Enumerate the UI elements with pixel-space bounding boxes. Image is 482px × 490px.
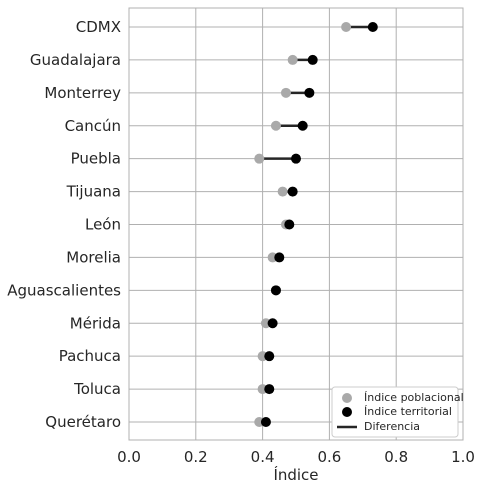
point-poblacional <box>270 120 281 131</box>
x-tick-label: 0.6 <box>317 448 341 466</box>
y-tick-label: Aguascalientes <box>7 281 121 299</box>
point-territorial <box>270 285 281 296</box>
x-tick-label: 0.2 <box>184 448 208 466</box>
y-tick-label: Cancún <box>65 117 121 135</box>
y-tick-label: Pachuca <box>59 347 121 365</box>
point-territorial <box>307 54 318 65</box>
x-tick-label: 0.4 <box>251 448 275 466</box>
x-axis-label: Índice <box>273 465 318 484</box>
legend-marker-poblacional <box>342 393 352 403</box>
point-poblacional <box>287 54 298 65</box>
point-territorial <box>284 219 295 230</box>
legend: Índice poblacional Índice territorial Di… <box>331 386 464 438</box>
y-tick-label: Toluca <box>73 380 121 398</box>
point-poblacional <box>277 186 288 197</box>
grid <box>128 8 464 440</box>
legend-label-diferencia: Diferencia <box>364 420 420 433</box>
point-territorial <box>304 87 315 98</box>
point-territorial <box>267 318 278 329</box>
x-tick-label: 1.0 <box>451 448 475 466</box>
point-territorial <box>260 417 271 427</box>
legend-marker-territorial <box>342 407 352 417</box>
y-tick-label: Morelia <box>66 248 121 266</box>
data-points <box>254 22 378 427</box>
legend-label-territorial: Índice territorial <box>364 405 452 418</box>
y-tick-label: Monterrey <box>44 84 121 102</box>
x-tick-label: 0.0 <box>117 448 141 466</box>
point-poblacional <box>280 87 291 98</box>
point-territorial <box>367 22 378 32</box>
point-territorial <box>264 351 275 362</box>
legend-box <box>331 386 459 438</box>
point-territorial <box>291 153 301 164</box>
point-territorial <box>287 186 298 197</box>
y-tick-label: León <box>85 216 121 234</box>
y-tick-label: Mérida <box>70 314 121 332</box>
y-tick-label: Querétaro <box>45 413 121 431</box>
y-tick-label: Guadalajara <box>30 51 121 69</box>
y-tick-label: CDMX <box>76 18 121 36</box>
y-tick-labels: CDMX Guadalajara Monterrey Cancún Puebla Tiju… <box>7 18 121 431</box>
legend-label-poblacional: Índice poblacional <box>364 391 464 404</box>
x-tick-labels: 0.0 0.2 0.4 0.6 0.8 1.0 <box>117 448 475 466</box>
point-territorial <box>264 384 275 395</box>
point-territorial <box>297 120 308 131</box>
point-poblacional <box>254 153 265 164</box>
y-tick-label: Puebla <box>71 150 121 168</box>
point-territorial <box>274 252 285 263</box>
y-tick-label: Tijuana <box>66 183 121 201</box>
point-poblacional <box>341 22 352 32</box>
x-tick-label: 0.8 <box>384 448 408 466</box>
